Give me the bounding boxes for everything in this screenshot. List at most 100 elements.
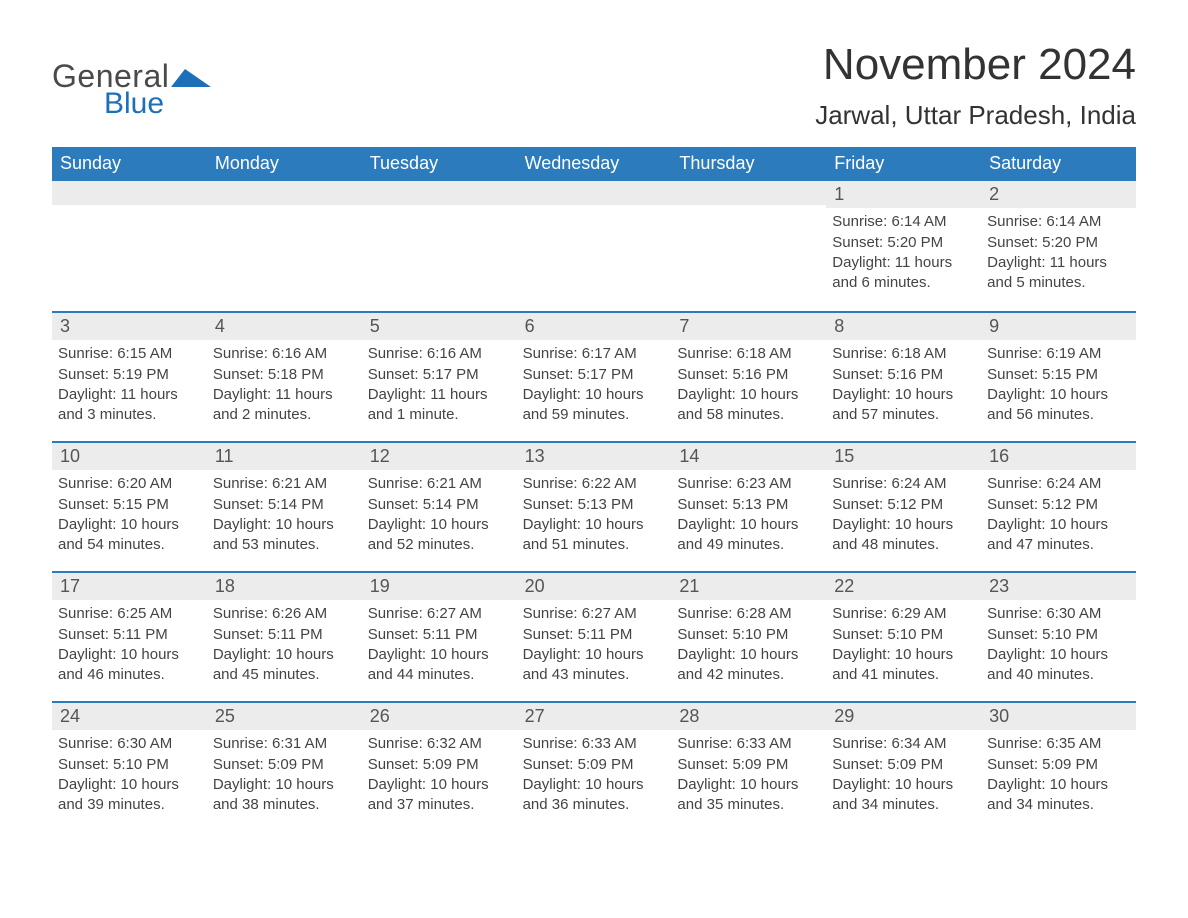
day-line: and 46 minutes. xyxy=(58,665,201,685)
day-line: and 3 minutes. xyxy=(58,405,201,425)
day-cell: 13Sunrise: 6:22 AMSunset: 5:13 PMDayligh… xyxy=(517,443,672,557)
day-line: Daylight: 10 hours xyxy=(368,775,511,795)
day-line: Sunrise: 6:25 AM xyxy=(58,604,201,624)
day-line: Sunrise: 6:23 AM xyxy=(677,474,820,494)
calendar: SundayMondayTuesdayWednesdayThursdayFrid… xyxy=(52,147,1136,831)
day-line: Daylight: 10 hours xyxy=(832,385,975,405)
day-line: and 43 minutes. xyxy=(523,665,666,685)
day-line: Daylight: 11 hours xyxy=(58,385,201,405)
day-number xyxy=(517,181,672,205)
day-line: and 36 minutes. xyxy=(523,795,666,815)
day-line: Sunset: 5:12 PM xyxy=(987,495,1130,515)
day-number: 1 xyxy=(826,181,981,208)
day-line: Sunset: 5:11 PM xyxy=(213,625,356,645)
day-line: Sunrise: 6:20 AM xyxy=(58,474,201,494)
day-line: Sunset: 5:18 PM xyxy=(213,365,356,385)
dow-cell: Friday xyxy=(826,147,981,181)
day-number: 9 xyxy=(981,313,1136,340)
day-cell: 30Sunrise: 6:35 AMSunset: 5:09 PMDayligh… xyxy=(981,703,1136,817)
day-details: Sunrise: 6:24 AMSunset: 5:12 PMDaylight:… xyxy=(987,474,1130,555)
day-cell: 16 Sunrise: 6:24 AMSunset: 5:12 PMDayligh… xyxy=(981,443,1136,557)
day-line: and 6 minutes. xyxy=(832,273,975,293)
day-line: and 2 minutes. xyxy=(213,405,356,425)
day-number xyxy=(671,181,826,205)
day-line: Sunset: 5:16 PM xyxy=(832,365,975,385)
day-cell: 10Sunrise: 6:20 AMSunset: 5:15 PMDayligh… xyxy=(52,443,207,557)
day-cell: 2Sunrise: 6:14 AMSunset: 5:20 PMDaylight… xyxy=(981,181,1136,297)
day-line: Sunset: 5:12 PM xyxy=(832,495,975,515)
day-line: and 34 minutes. xyxy=(832,795,975,815)
day-line: and 52 minutes. xyxy=(368,535,511,555)
day-details: Sunrise: 6:27 AMSunset: 5:11 PMDaylight:… xyxy=(368,604,511,685)
day-line: Daylight: 10 hours xyxy=(987,645,1130,665)
day-line: Sunset: 5:13 PM xyxy=(677,495,820,515)
day-line: Sunrise: 6:29 AM xyxy=(832,604,975,624)
day-line: Sunrise: 6:14 AM xyxy=(832,212,975,232)
day-line: Sunset: 5:09 PM xyxy=(677,755,820,775)
day-cell: 3Sunrise: 6:15 AMSunset: 5:19 PMDaylight… xyxy=(52,313,207,427)
day-line: and 1 minute. xyxy=(368,405,511,425)
day-number: 25 xyxy=(207,703,362,730)
day-details: Sunrise: 6:33 AMSunset: 5:09 PMDaylight:… xyxy=(677,734,820,815)
day-line: and 47 minutes. xyxy=(987,535,1130,555)
day-number xyxy=(362,181,517,205)
day-line: Sunrise: 6:16 AM xyxy=(213,344,356,364)
day-line: Sunrise: 6:33 AM xyxy=(677,734,820,754)
day-line: Sunrise: 6:24 AM xyxy=(987,474,1130,494)
day-line: Sunset: 5:20 PM xyxy=(832,233,975,253)
dow-cell: Wednesday xyxy=(517,147,672,181)
day-details: Sunrise: 6:26 AMSunset: 5:11 PMDaylight:… xyxy=(213,604,356,685)
day-cell: 7Sunrise: 6:18 AMSunset: 5:16 PMDaylight… xyxy=(671,313,826,427)
day-line: and 38 minutes. xyxy=(213,795,356,815)
day-line: Daylight: 10 hours xyxy=(523,515,666,535)
location: Jarwal, Uttar Pradesh, India xyxy=(815,100,1136,131)
title-block: November 2024 Jarwal, Uttar Pradesh, Ind… xyxy=(815,40,1136,143)
dow-cell: Tuesday xyxy=(362,147,517,181)
day-number: 2 xyxy=(981,181,1136,208)
day-line: Sunset: 5:14 PM xyxy=(368,495,511,515)
day-line: Daylight: 10 hours xyxy=(58,645,201,665)
day-line: Daylight: 10 hours xyxy=(832,775,975,795)
day-line: Sunset: 5:14 PM xyxy=(213,495,356,515)
day-line: Daylight: 10 hours xyxy=(832,515,975,535)
day-cell xyxy=(52,181,207,297)
week-row: 1Sunrise: 6:14 AMSunset: 5:20 PMDaylight… xyxy=(52,181,1136,311)
day-line: and 34 minutes. xyxy=(987,795,1130,815)
day-details: Sunrise: 6:27 AMSunset: 5:11 PMDaylight:… xyxy=(523,604,666,685)
day-line: Daylight: 10 hours xyxy=(58,775,201,795)
day-line: and 37 minutes. xyxy=(368,795,511,815)
day-line: Daylight: 11 hours xyxy=(213,385,356,405)
day-details: Sunrise: 6:25 AMSunset: 5:11 PMDaylight:… xyxy=(58,604,201,685)
day-details: Sunrise: 6:22 AMSunset: 5:13 PMDaylight:… xyxy=(523,474,666,555)
day-line: and 58 minutes. xyxy=(677,405,820,425)
day-line: Daylight: 10 hours xyxy=(677,515,820,535)
day-line: Daylight: 10 hours xyxy=(987,515,1130,535)
day-number: 21 xyxy=(671,573,826,600)
day-line: and 40 minutes. xyxy=(987,665,1130,685)
day-line: Sunrise: 6:22 AM xyxy=(523,474,666,494)
day-line: Sunset: 5:10 PM xyxy=(58,755,201,775)
day-details: Sunrise: 6:29 AMSunset: 5:10 PMDaylight:… xyxy=(832,604,975,685)
day-line: Daylight: 10 hours xyxy=(523,645,666,665)
day-details: Sunrise: 6:35 AMSunset: 5:09 PMDaylight:… xyxy=(987,734,1130,815)
day-number xyxy=(52,181,207,205)
day-line: Sunrise: 6:19 AM xyxy=(987,344,1130,364)
day-line: Sunrise: 6:27 AM xyxy=(523,604,666,624)
day-line: Sunset: 5:10 PM xyxy=(987,625,1130,645)
week-row: 10Sunrise: 6:20 AMSunset: 5:15 PMDayligh… xyxy=(52,441,1136,571)
day-line: Sunset: 5:17 PM xyxy=(523,365,666,385)
day-number: 23 xyxy=(981,573,1136,600)
day-details: Sunrise: 6:19 AMSunset: 5:15 PMDaylight:… xyxy=(987,344,1130,425)
day-line: Daylight: 11 hours xyxy=(368,385,511,405)
day-line: Daylight: 10 hours xyxy=(523,385,666,405)
day-number: 8 xyxy=(826,313,981,340)
day-line: Sunrise: 6:30 AM xyxy=(987,604,1130,624)
day-number: 15 xyxy=(826,443,981,470)
day-cell xyxy=(362,181,517,297)
day-details: Sunrise: 6:16 AMSunset: 5:18 PMDaylight:… xyxy=(213,344,356,425)
day-number: 16 xyxy=(981,443,1136,470)
day-number: 6 xyxy=(517,313,672,340)
day-line: Sunset: 5:16 PM xyxy=(677,365,820,385)
day-cell: 18Sunrise: 6:26 AMSunset: 5:11 PMDayligh… xyxy=(207,573,362,687)
day-line: Sunrise: 6:24 AM xyxy=(832,474,975,494)
